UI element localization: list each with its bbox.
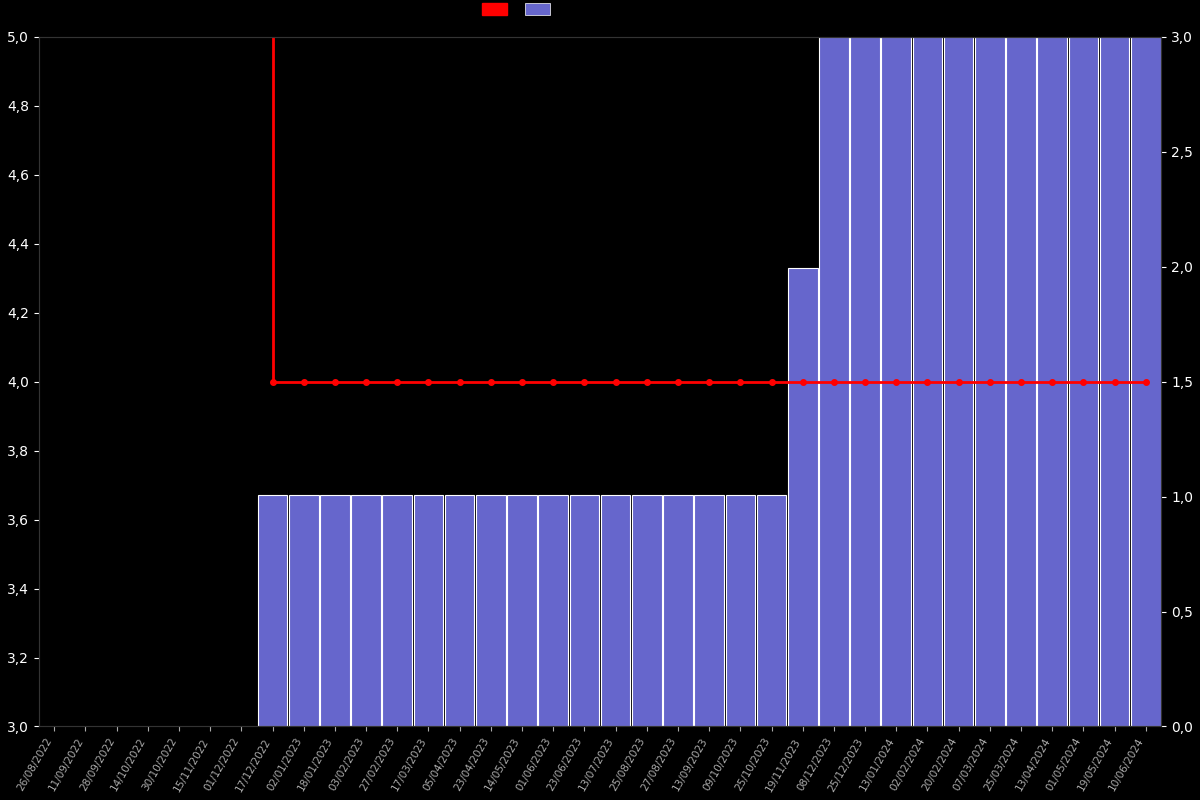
Bar	[913, 37, 942, 726]
Bar	[1006, 37, 1036, 726]
Bar	[383, 495, 412, 726]
Bar	[1130, 37, 1160, 726]
Bar	[757, 495, 786, 726]
Bar	[851, 37, 880, 726]
Bar	[476, 495, 505, 726]
Bar	[258, 495, 287, 726]
Bar	[570, 495, 599, 726]
Bar	[788, 268, 817, 726]
Bar	[1068, 37, 1098, 726]
Bar	[352, 495, 380, 726]
Bar	[601, 495, 630, 726]
Bar	[445, 495, 474, 726]
Bar	[1099, 37, 1129, 726]
Bar	[976, 37, 1004, 726]
Bar	[695, 495, 724, 726]
Bar	[726, 495, 755, 726]
Bar	[320, 495, 349, 726]
Bar	[664, 495, 692, 726]
Bar	[539, 495, 568, 726]
Bar	[1037, 37, 1067, 726]
Bar	[289, 495, 318, 726]
Bar	[632, 495, 661, 726]
Bar	[820, 37, 848, 726]
Bar	[508, 495, 536, 726]
Bar	[944, 37, 973, 726]
Bar	[882, 37, 911, 726]
Legend: , : ,	[482, 2, 560, 17]
Bar	[414, 495, 443, 726]
